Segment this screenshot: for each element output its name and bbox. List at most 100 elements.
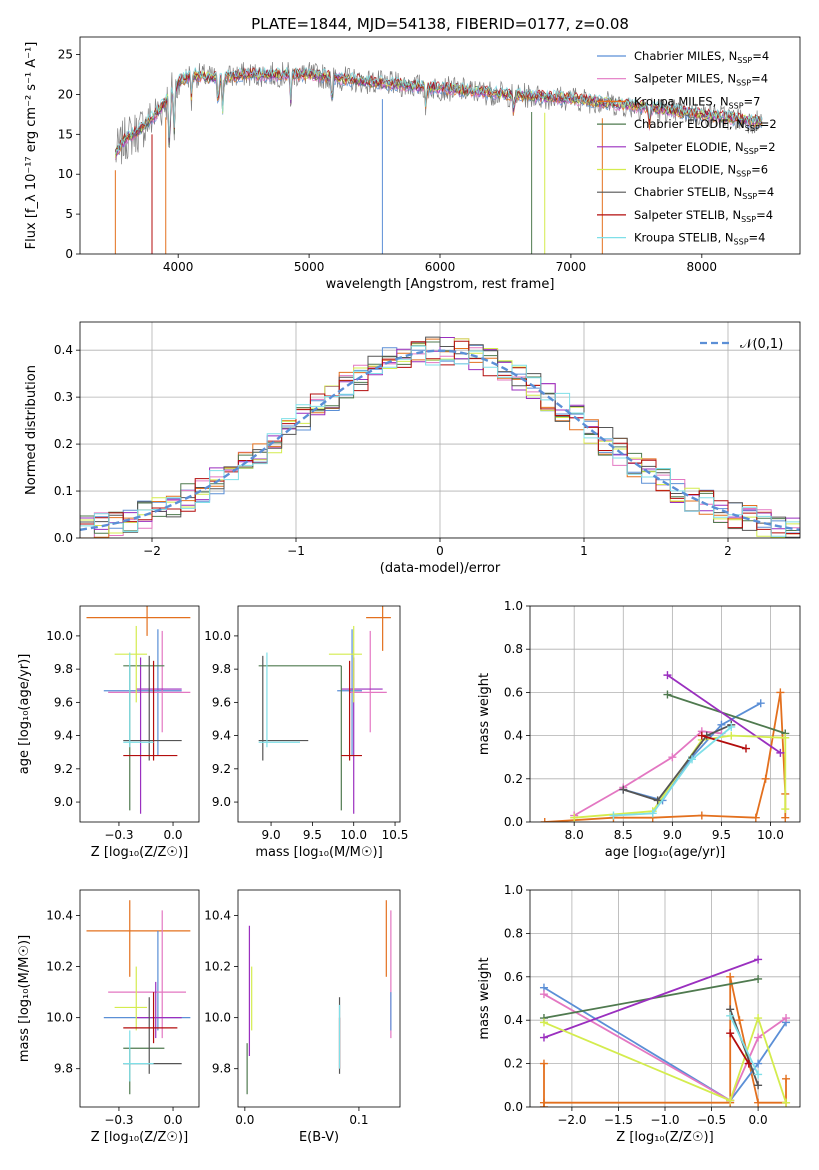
weight-marker xyxy=(761,774,770,783)
legend-subscript: SSP xyxy=(729,101,744,110)
legend-label: Kroupa ELODIE, NSSP=6 xyxy=(634,163,768,179)
weight_vs_age-ytick-label: 0.0 xyxy=(504,815,523,829)
weight-line xyxy=(543,986,787,1102)
age_vs_mass-frame xyxy=(237,605,401,823)
spectrum-axes: 4000 5000 6000 7000 8000 0 5 10 15 20 25 wavelength… xyxy=(24,36,801,292)
age_vs_mass-ytick-label: 9.2 xyxy=(212,762,231,776)
weight-marker xyxy=(742,744,750,753)
age_vs_Z-ytick-label: 10.0 xyxy=(46,629,73,643)
weight-marker xyxy=(726,1011,735,1020)
weight-marker xyxy=(781,733,790,742)
weight-marker xyxy=(653,796,662,805)
spectrum-xtick-label: 5000 xyxy=(294,260,325,274)
weight-marker xyxy=(735,1016,744,1025)
weight-line xyxy=(667,693,786,735)
weight-marker xyxy=(776,748,785,757)
legend-subscript: SSP xyxy=(736,79,751,88)
mass_vs_Z-xtick-label: −0.3 xyxy=(104,1113,133,1127)
spectrum-xlabel: wavelength [Angstrom, rest frame] xyxy=(326,277,555,292)
weight_vs_Z-xtick-label: −2.0 xyxy=(557,1113,586,1127)
age_vs_Z-axes: −0.3 0.0 9.0 9.2 9.4 9.6 9.8 10.0 Z [log₁₀(Z/Z☉)… xyxy=(17,605,200,860)
weight-marker xyxy=(539,1018,548,1027)
legend-label: Chabrier STELIB, NSSP=4 xyxy=(634,185,774,201)
residuals-ytick-label: 0.1 xyxy=(54,484,73,498)
legend-label: Salpeter STELIB, NSSP=4 xyxy=(634,208,773,224)
mass_vs_Z-ytick-label: 9.8 xyxy=(54,1062,73,1076)
residuals-xtick-label: 0 xyxy=(436,544,444,558)
weight-marker xyxy=(663,671,672,680)
weight_vs_Z-ytick-label: 0.2 xyxy=(504,1057,523,1071)
spectrum-xtick-label: 7000 xyxy=(556,260,587,274)
age_vs_mass-xtick-label: 10.5 xyxy=(382,828,409,842)
weight-line xyxy=(729,1009,759,1086)
legend-subscript: SSP xyxy=(734,238,749,247)
legend-subscript: SSP xyxy=(736,170,751,179)
weight_vs_age-ytick-label: 0.4 xyxy=(504,729,523,743)
spectrum-plot-area xyxy=(114,61,763,254)
weight_vs_Z-ytick-label: 0.8 xyxy=(504,926,523,940)
weight-marker xyxy=(754,1033,763,1042)
spectrum-ytick-label: 0 xyxy=(65,247,73,261)
residuals-xtick-label: 2 xyxy=(724,544,732,558)
legend-count: =4 xyxy=(756,208,773,222)
residuals-xtick-label: −2 xyxy=(143,544,161,558)
weight-marker xyxy=(717,720,726,729)
weight_vs_age-ytick-label: 0.2 xyxy=(504,772,523,786)
weight_vs_Z-ylabel: mass weight xyxy=(477,957,492,1039)
residuals-xtick-label: −1 xyxy=(287,544,305,558)
weight-marker xyxy=(726,1096,735,1105)
weight-marker xyxy=(754,955,763,964)
weight_vs_Z-frame xyxy=(529,889,801,1108)
age_vs_mass-plot-area xyxy=(258,606,391,814)
weight-marker xyxy=(609,811,618,820)
mass_vs_ebv-ytick-label: 9.8 xyxy=(212,1062,231,1076)
weight-marker xyxy=(648,809,657,818)
age_vs_mass-ytick-label: 9.0 xyxy=(212,795,231,809)
weight_vs_Z-axes: −2.0 −1.5 −1.0 −0.5 0.0 0.0 0.2 0.4 0.6 0.8 1.0 Z [… xyxy=(477,883,801,1145)
mass_vs_ebv-xtick-label: 0.1 xyxy=(349,1113,368,1127)
mass_vs_Z-ytick-label: 10.4 xyxy=(46,909,73,923)
gaussian-reference-line xyxy=(80,349,800,531)
weight_vs_Z-ytick-label: 0.0 xyxy=(504,1100,523,1114)
residual-histogram xyxy=(80,336,800,538)
weight_vs_Z-ytick-label: 1.0 xyxy=(504,883,523,897)
mass_vs_Z-xtick-label: 0.0 xyxy=(163,1113,182,1127)
weight-marker xyxy=(697,731,706,740)
mass_vs_ebv-plot-area xyxy=(246,900,392,1095)
age_vs_Z-xtick-label: 0.0 xyxy=(163,828,182,842)
weight_vs_age-xtick-label: 8.5 xyxy=(614,828,633,842)
age_vs_mass-xtick-label: 9.5 xyxy=(303,828,322,842)
weight-marker xyxy=(756,699,765,708)
weight_vs_age-plot-area xyxy=(530,606,800,822)
weight_vs_age-ytick-label: 1.0 xyxy=(504,599,523,613)
weight-marker xyxy=(539,990,548,999)
weight-marker xyxy=(754,974,763,983)
weight-line xyxy=(729,1015,759,1075)
weight-marker xyxy=(663,690,672,699)
legend-count: =4 xyxy=(752,49,769,63)
spectrum-ytick-label: 25 xyxy=(58,48,73,62)
weight_vs_age-xtick-label: 9.5 xyxy=(712,828,731,842)
weight_vs_age-ytick-label: 0.6 xyxy=(504,685,523,699)
weight-line xyxy=(574,734,787,819)
spectrum-legend: Chabrier MILES, NSSP=4 Salpeter MILES, NS… xyxy=(597,49,777,247)
age_vs_Z-plot-area xyxy=(86,606,191,814)
weight-marker xyxy=(727,731,736,740)
residuals-ytick-label: 0.3 xyxy=(54,390,73,404)
weight_vs_age-xtick-label: 10.0 xyxy=(757,828,784,842)
mass_vs_Z-plot-area xyxy=(86,900,191,1095)
age_vs_Z-ytick-label: 9.2 xyxy=(54,762,73,776)
weight-marker xyxy=(754,1098,763,1107)
weight-marker xyxy=(540,818,549,822)
weight-marker xyxy=(539,1059,548,1068)
weight-marker xyxy=(727,722,736,731)
legend-label: Kroupa STELIB, NSSP=4 xyxy=(634,231,765,247)
age_vs_Z-ytick-label: 9.8 xyxy=(54,662,73,676)
spectrum-ytick-label: 20 xyxy=(58,87,73,101)
weight-marker xyxy=(754,1014,763,1023)
weight_vs_age-xlabel: age [log₁₀(age/yr)] xyxy=(605,845,726,860)
weight_vs_age-xtick-label: 9.0 xyxy=(663,828,682,842)
weight-line xyxy=(544,692,787,822)
age_vs_Z-ytick-label: 9.4 xyxy=(54,729,73,743)
weight-marker xyxy=(754,1059,763,1068)
